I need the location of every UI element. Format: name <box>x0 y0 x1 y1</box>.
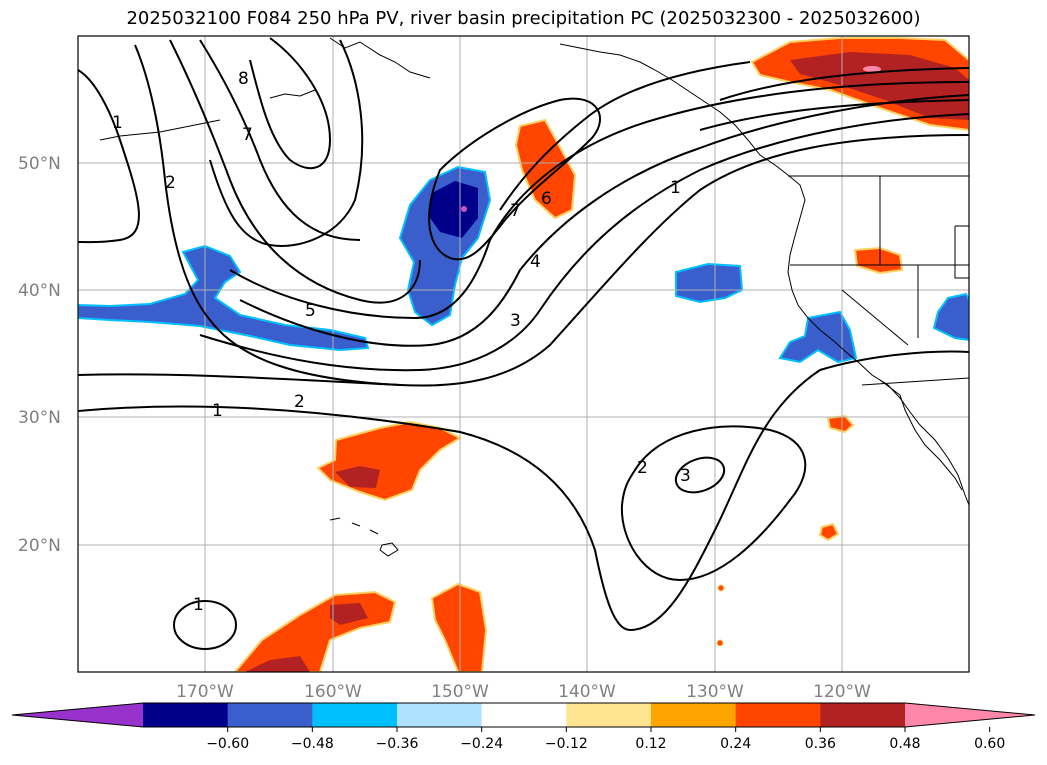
colorbar-extend-high <box>905 703 1035 727</box>
contour-label: 1 <box>112 113 123 133</box>
pv-contours <box>78 37 969 650</box>
colorbar-segment <box>820 703 906 727</box>
colorbar-segment <box>651 703 737 727</box>
contour-label: 3 <box>680 466 691 486</box>
colorbar-tick-label: 0.24 <box>720 736 751 752</box>
colorbar-tick-label: −0.24 <box>460 736 503 752</box>
lon-label: 130°W <box>686 682 744 702</box>
positive-shading <box>233 37 969 672</box>
lon-label: 140°W <box>558 682 616 702</box>
contour-label: 1 <box>212 401 223 421</box>
colorbar-segment <box>481 703 567 727</box>
map-frame <box>77 35 970 673</box>
contour-label: 8 <box>238 69 249 89</box>
colorbar-segment <box>312 703 398 727</box>
colorbar-tick-label: −0.36 <box>376 736 419 752</box>
contour-label: 5 <box>305 301 316 321</box>
contour-label: 6 <box>541 189 552 209</box>
contour-label: 4 <box>530 252 541 272</box>
colorbar-extend-low <box>12 703 143 727</box>
colorbar-tick-label: −0.12 <box>545 736 588 752</box>
colorbar: −0.60 −0.48 −0.36 −0.24 −0.12 0.12 0.24 0.36 0.4… <box>11 702 1036 752</box>
contour-label: 2 <box>294 392 305 412</box>
contour-label: 3 <box>510 311 521 331</box>
negative-shading <box>78 165 969 364</box>
colorbar-segment <box>227 703 313 727</box>
longitude-labels: 170°W 160°W 150°W 140°W 130°W 120°W <box>176 682 871 702</box>
contour-label: 7 <box>242 125 253 145</box>
colorbar-segment <box>566 703 652 727</box>
colorbar-tick-label: 0.12 <box>635 736 666 752</box>
lat-label: 50°N <box>18 154 61 174</box>
colorbar-segment <box>735 703 821 727</box>
colorbar-segment <box>397 703 483 727</box>
lon-label: 120°W <box>813 682 871 702</box>
contour-label: 2 <box>637 458 648 478</box>
colorbar-tick-label: 0.48 <box>889 736 920 752</box>
colorbar-tick-label: 0.60 <box>974 736 1005 752</box>
colorbar-tick-label: −0.60 <box>206 736 249 752</box>
contour-label: 7 <box>510 201 521 221</box>
contour-label: 1 <box>670 178 681 198</box>
contour-label: 2 <box>165 173 176 193</box>
contour-labels: 1 2 8 7 5 2 1 7 6 4 3 1 2 3 1 <box>112 69 691 615</box>
lat-label: 30°N <box>18 408 61 428</box>
lat-label: 20°N <box>18 536 61 556</box>
contour-label: 1 <box>193 595 204 615</box>
latitude-labels: 50°N 40°N 30°N 20°N <box>18 154 61 556</box>
colorbar-outline <box>11 702 1036 728</box>
lon-label: 150°W <box>431 682 489 702</box>
lat-label: 40°N <box>18 281 61 301</box>
coastlines <box>99 37 969 557</box>
chart-title: 2025032100 F084 250 hPa PV, river basin … <box>126 8 921 29</box>
colorbar-tick-label: −0.48 <box>291 736 334 752</box>
lon-label: 160°W <box>304 682 362 702</box>
colorbar-segment <box>143 703 229 727</box>
lon-label: 170°W <box>176 682 234 702</box>
colorbar-tick-label: 0.36 <box>805 736 836 752</box>
